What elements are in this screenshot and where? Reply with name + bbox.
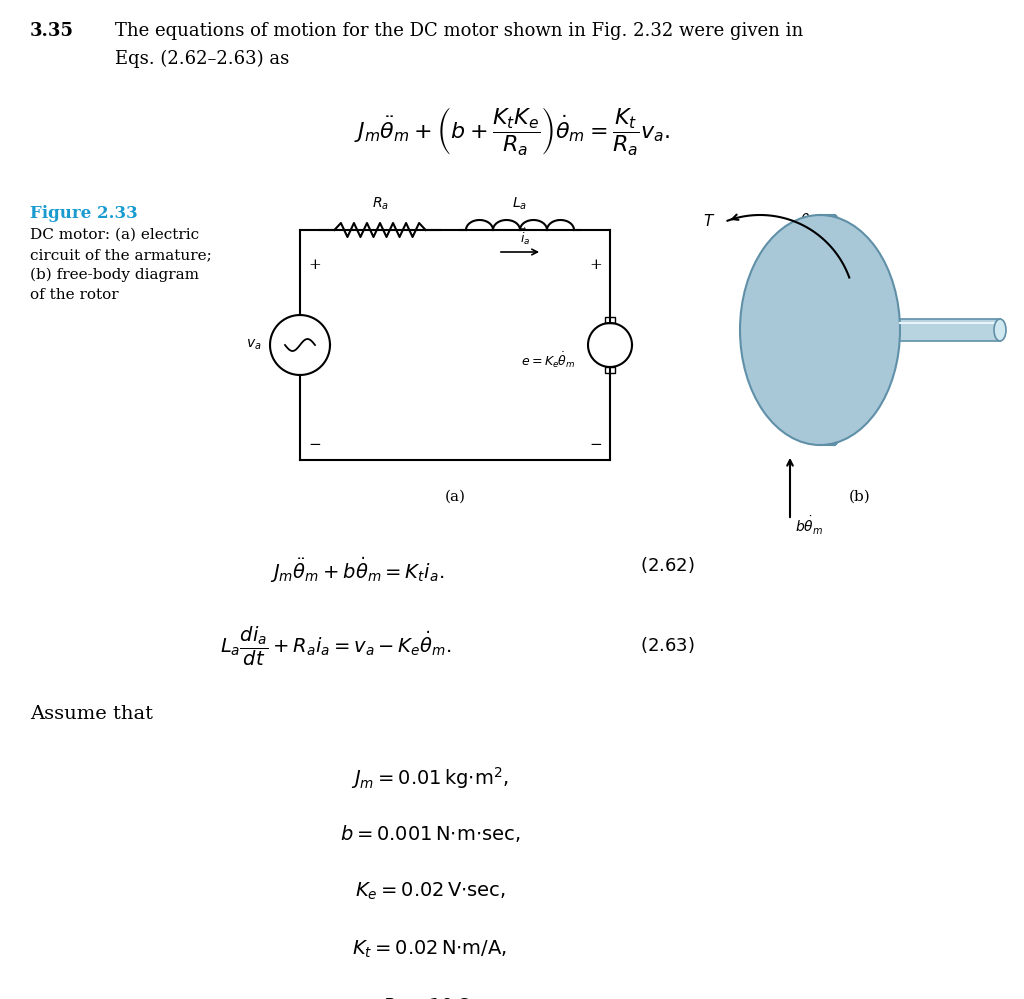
Text: of the rotor: of the rotor bbox=[30, 288, 119, 302]
Text: 3.35: 3.35 bbox=[30, 22, 74, 40]
Text: The equations of motion for the DC motor shown in Fig. 2.32 were given in: The equations of motion for the DC motor… bbox=[115, 22, 803, 40]
Text: +: + bbox=[589, 258, 602, 272]
Ellipse shape bbox=[819, 215, 849, 445]
Text: $e = K_e\dot{\theta}_m$: $e = K_e\dot{\theta}_m$ bbox=[521, 350, 575, 370]
Text: $(2.62)$: $(2.62)$ bbox=[640, 555, 694, 575]
Bar bbox=[605, 367, 615, 373]
Text: $L_a\dfrac{di_a}{dt} + R_a i_a = v_a - K_e\dot{\theta}_m.$: $L_a\dfrac{di_a}{dt} + R_a i_a = v_a - K… bbox=[220, 625, 452, 668]
Text: $\vec{i}_a$: $\vec{i}_a$ bbox=[520, 227, 530, 247]
Text: Assume that: Assume that bbox=[30, 705, 153, 723]
Text: $J_m = 0.01\,\mathrm{kg{\cdot}m^2},$: $J_m = 0.01\,\mathrm{kg{\cdot}m^2},$ bbox=[351, 765, 509, 791]
Text: $-$: $-$ bbox=[308, 436, 322, 450]
Bar bbox=[605, 317, 615, 323]
Text: $b = 0.001\,\mathrm{N{\cdot}m{\cdot}sec},$: $b = 0.001\,\mathrm{N{\cdot}m{\cdot}sec}… bbox=[340, 823, 520, 844]
Text: Figure 2.33: Figure 2.33 bbox=[30, 205, 138, 222]
Text: $K_t = 0.02\,\mathrm{N{\cdot}m/A},$: $K_t = 0.02\,\mathrm{N{\cdot}m/A},$ bbox=[352, 939, 508, 960]
Ellipse shape bbox=[994, 319, 1006, 341]
Bar bbox=[895, 319, 1000, 341]
Text: $\theta_m$: $\theta_m$ bbox=[801, 212, 820, 230]
Text: $T$: $T$ bbox=[702, 213, 715, 229]
Text: $v_a$: $v_a$ bbox=[247, 338, 262, 353]
Text: $J_m\ddot{\theta}_m + \left(b + \dfrac{K_t K_e}{R_a}\right)\dot{\theta}_m = \dfr: $J_m\ddot{\theta}_m + \left(b + \dfrac{K… bbox=[354, 105, 670, 157]
Text: (b) free-body diagram: (b) free-body diagram bbox=[30, 268, 199, 283]
Text: $J_m\ddot{\theta}_m + b\dot{\theta}_m = K_t i_a.$: $J_m\ddot{\theta}_m + b\dot{\theta}_m = … bbox=[270, 555, 444, 584]
Text: $L_a$: $L_a$ bbox=[512, 196, 527, 212]
Text: $-$: $-$ bbox=[589, 436, 602, 450]
Ellipse shape bbox=[740, 215, 900, 445]
Text: (b): (b) bbox=[849, 490, 870, 504]
Text: $K_e = 0.02\,\mathrm{V{\cdot}sec},$: $K_e = 0.02\,\mathrm{V{\cdot}sec},$ bbox=[354, 881, 506, 902]
Text: $b\dot{\theta}_m$: $b\dot{\theta}_m$ bbox=[795, 515, 823, 537]
Text: DC motor: (a) electric: DC motor: (a) electric bbox=[30, 228, 199, 242]
Text: $J_m$: $J_m$ bbox=[825, 361, 845, 380]
Text: circuit of the armature;: circuit of the armature; bbox=[30, 248, 212, 262]
Text: $(2.63)$: $(2.63)$ bbox=[640, 635, 694, 655]
Text: Eqs. (2.62–2.63) as: Eqs. (2.62–2.63) as bbox=[115, 50, 289, 68]
Text: $R_a = 10\,\Omega.$: $R_a = 10\,\Omega.$ bbox=[382, 997, 478, 999]
Text: $R_a$: $R_a$ bbox=[372, 196, 388, 212]
Text: (a): (a) bbox=[444, 490, 466, 504]
Text: +: + bbox=[308, 258, 321, 272]
